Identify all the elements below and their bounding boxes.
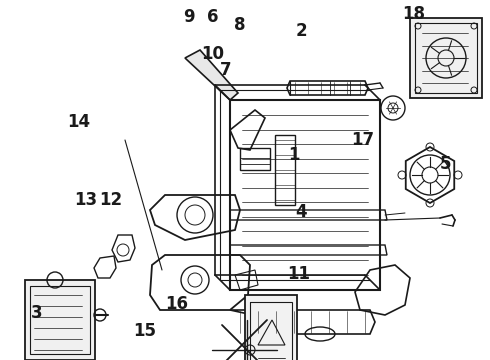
Text: 11: 11 (288, 265, 310, 283)
Text: 17: 17 (351, 131, 374, 149)
Bar (415, 23, 477, 93)
Bar (250, 302, 292, 360)
Text: 9: 9 (183, 8, 195, 26)
Text: 18: 18 (403, 5, 425, 23)
Text: 13: 13 (74, 191, 98, 209)
Bar (245, 295, 297, 360)
Bar (240, 148, 270, 170)
Text: 16: 16 (165, 295, 188, 313)
Text: 15: 15 (133, 322, 156, 340)
Text: 14: 14 (67, 113, 90, 131)
Bar (25, 280, 95, 360)
Bar (30, 286, 90, 354)
Text: 3: 3 (31, 304, 43, 322)
Text: 8: 8 (234, 16, 246, 34)
Text: 2: 2 (295, 22, 307, 40)
Text: 1: 1 (288, 146, 300, 164)
Polygon shape (185, 50, 238, 100)
Bar (410, 18, 482, 98)
Text: 12: 12 (98, 191, 122, 209)
Text: 10: 10 (202, 45, 224, 63)
Text: 5: 5 (440, 155, 452, 173)
Bar (275, 135, 295, 205)
Text: 7: 7 (220, 61, 231, 79)
Text: 4: 4 (295, 203, 307, 221)
Text: 6: 6 (207, 8, 219, 26)
